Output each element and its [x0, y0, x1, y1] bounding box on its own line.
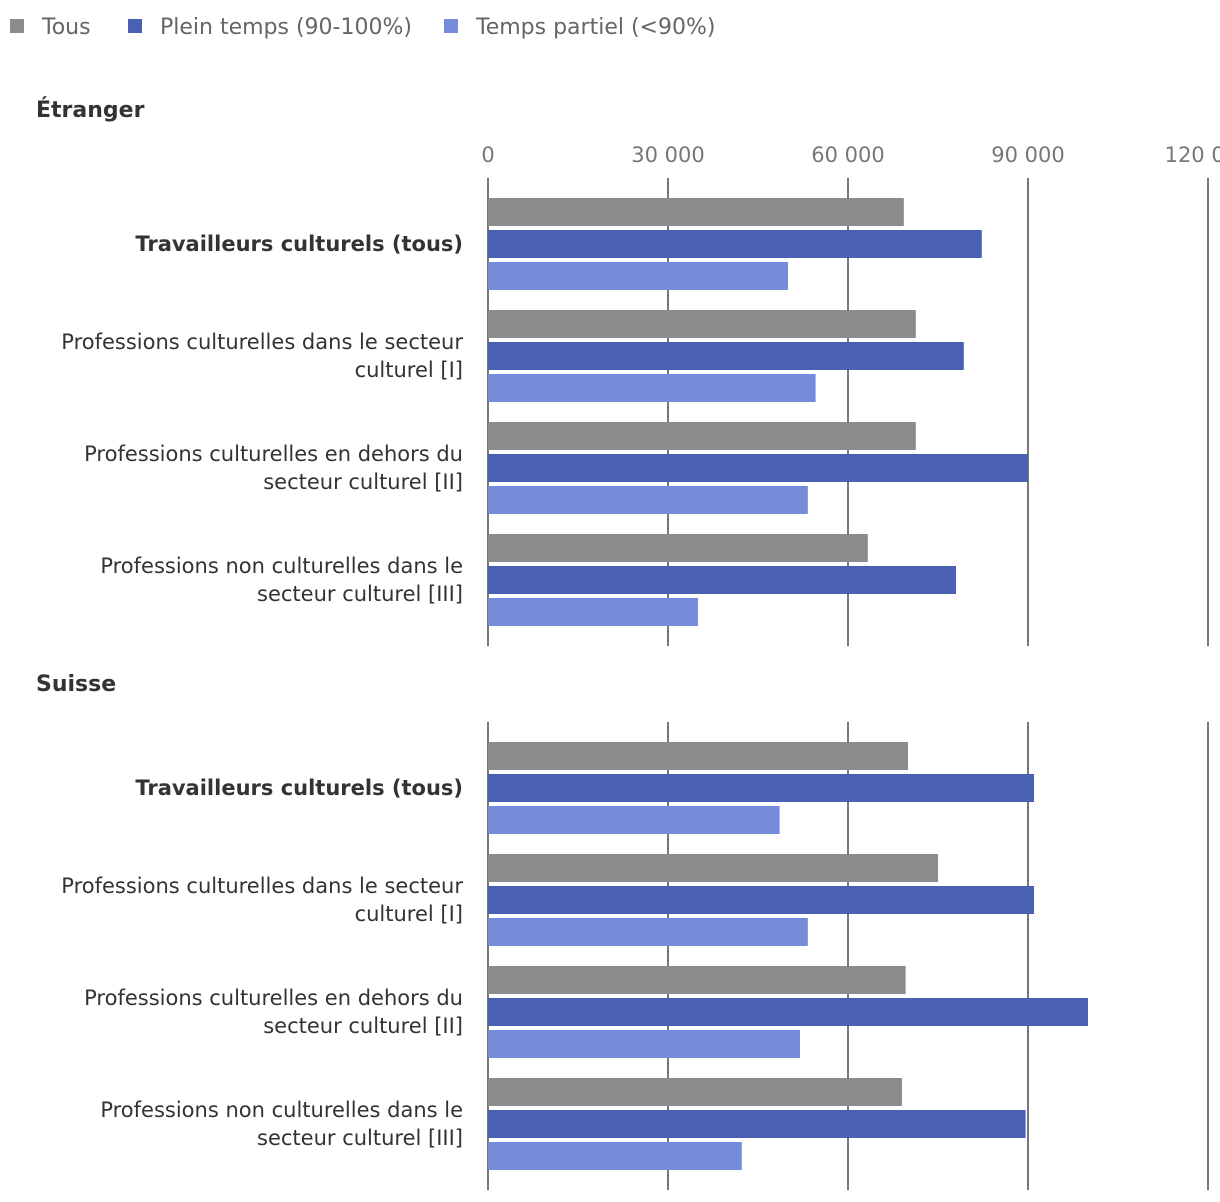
bar-1-2-0 [488, 966, 906, 994]
category-label-0-3-0: Professions non culturelles dans le [100, 554, 463, 578]
category-label-0-1-0: Professions culturelles dans le secteur [61, 330, 463, 354]
bar-0-0-2 [488, 262, 788, 290]
bar-1-2-2 [488, 1030, 800, 1058]
bar-1-1-1 [488, 886, 1034, 914]
legend-label-0: Tous [41, 15, 91, 40]
bar-0-2-0 [488, 422, 916, 450]
x-tick-label-4: 120 000 [1165, 143, 1220, 167]
bar-0-1-1 [488, 342, 964, 370]
panel-title-1: Suisse [36, 672, 116, 697]
category-label-1-2-0: Professions culturelles en dehors du [84, 986, 463, 1010]
category-label-0-2-0: Professions culturelles en dehors du [84, 442, 463, 466]
legend-swatch-0 [10, 19, 24, 33]
category-label-0-2-1: secteur culturel [II] [263, 470, 463, 494]
category-label-1-1-1: culturel [I] [355, 902, 463, 926]
x-tick-label-3: 90 000 [991, 143, 1064, 167]
bar-1-2-1 [488, 998, 1088, 1026]
bar-0-3-1 [488, 566, 956, 594]
bar-0-1-2 [488, 374, 816, 402]
bar-1-0-1 [488, 774, 1034, 802]
bar-0-2-1 [488, 454, 1028, 482]
category-label-1-0-0: Travailleurs culturels (tous) [135, 776, 463, 800]
bar-0-0-1 [488, 230, 982, 258]
bar-1-3-1 [488, 1110, 1026, 1138]
bar-1-1-2 [488, 918, 808, 946]
category-label-0-1-1: culturel [I] [355, 358, 463, 382]
x-tick-label-2: 60 000 [811, 143, 884, 167]
bar-0-2-2 [488, 486, 808, 514]
category-label-1-1-0: Professions culturelles dans le secteur [61, 874, 463, 898]
bar-0-3-0 [488, 534, 868, 562]
legend-swatch-1 [128, 19, 142, 33]
x-tick-label-1: 30 000 [631, 143, 704, 167]
bar-1-0-0 [488, 742, 908, 770]
bar-0-1-0 [488, 310, 916, 338]
legend-label-1: Plein temps (90-100%) [160, 15, 412, 40]
bar-1-0-2 [488, 806, 780, 834]
bar-1-1-0 [488, 854, 938, 882]
bar-0-0-0 [488, 198, 904, 226]
category-label-1-2-1: secteur culturel [II] [263, 1014, 463, 1038]
category-label-1-3-1: secteur culturel [III] [257, 1126, 463, 1150]
panel-title-0: Étranger [36, 97, 145, 123]
legend-label-2: Temps partiel (<90%) [475, 15, 715, 40]
x-tick-label-0: 0 [481, 143, 494, 167]
category-label-0-3-1: secteur culturel [III] [257, 582, 463, 606]
bar-1-3-0 [488, 1078, 902, 1106]
legend-swatch-2 [444, 19, 458, 33]
bar-1-3-2 [488, 1142, 742, 1170]
category-label-1-3-0: Professions non culturelles dans le [100, 1098, 463, 1122]
category-label-0-0-0: Travailleurs culturels (tous) [135, 232, 463, 256]
bar-0-3-2 [488, 598, 698, 626]
